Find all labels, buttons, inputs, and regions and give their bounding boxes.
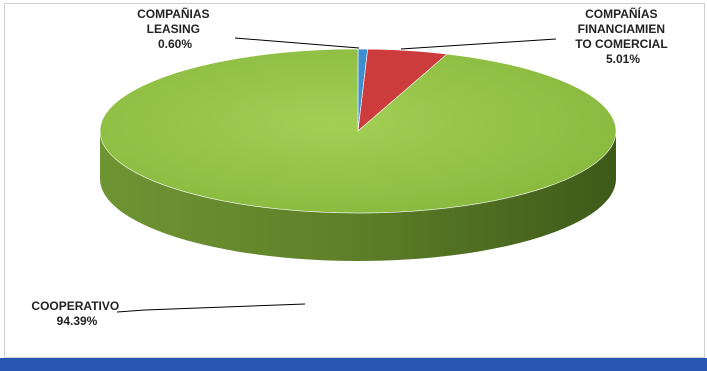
pie-leaders <box>116 37 557 313</box>
pie-top <box>99 48 617 214</box>
bottom-bar <box>0 358 707 371</box>
pie-side <box>100 131 616 261</box>
pie-chart: COMPAÑIAS LEASING 0.60% COMPAÑÍAS FINANC… <box>31 6 671 328</box>
slice-label-financiamiento: COMPAÑÍAS FINANCIAMIEN TO COMERCIAL 5.01… <box>575 6 671 66</box>
leader-line-leasing <box>234 37 360 49</box>
chart-frame: COMPAÑIAS LEASING 0.60% COMPAÑÍAS FINANC… <box>4 3 705 358</box>
leader-line-financiamiento <box>400 38 557 50</box>
pie-slice-cooperativo <box>99 48 617 214</box>
pie-side-wall <box>100 131 616 261</box>
pie-labels: COMPAÑIAS LEASING 0.60% COMPAÑÍAS FINANC… <box>31 6 671 328</box>
leader-line-cooperativo <box>116 303 306 313</box>
slice-label-leasing: COMPAÑIAS LEASING 0.60% <box>137 6 213 51</box>
slice-label-cooperativo: COOPERATIVO 94.39% <box>31 299 122 328</box>
